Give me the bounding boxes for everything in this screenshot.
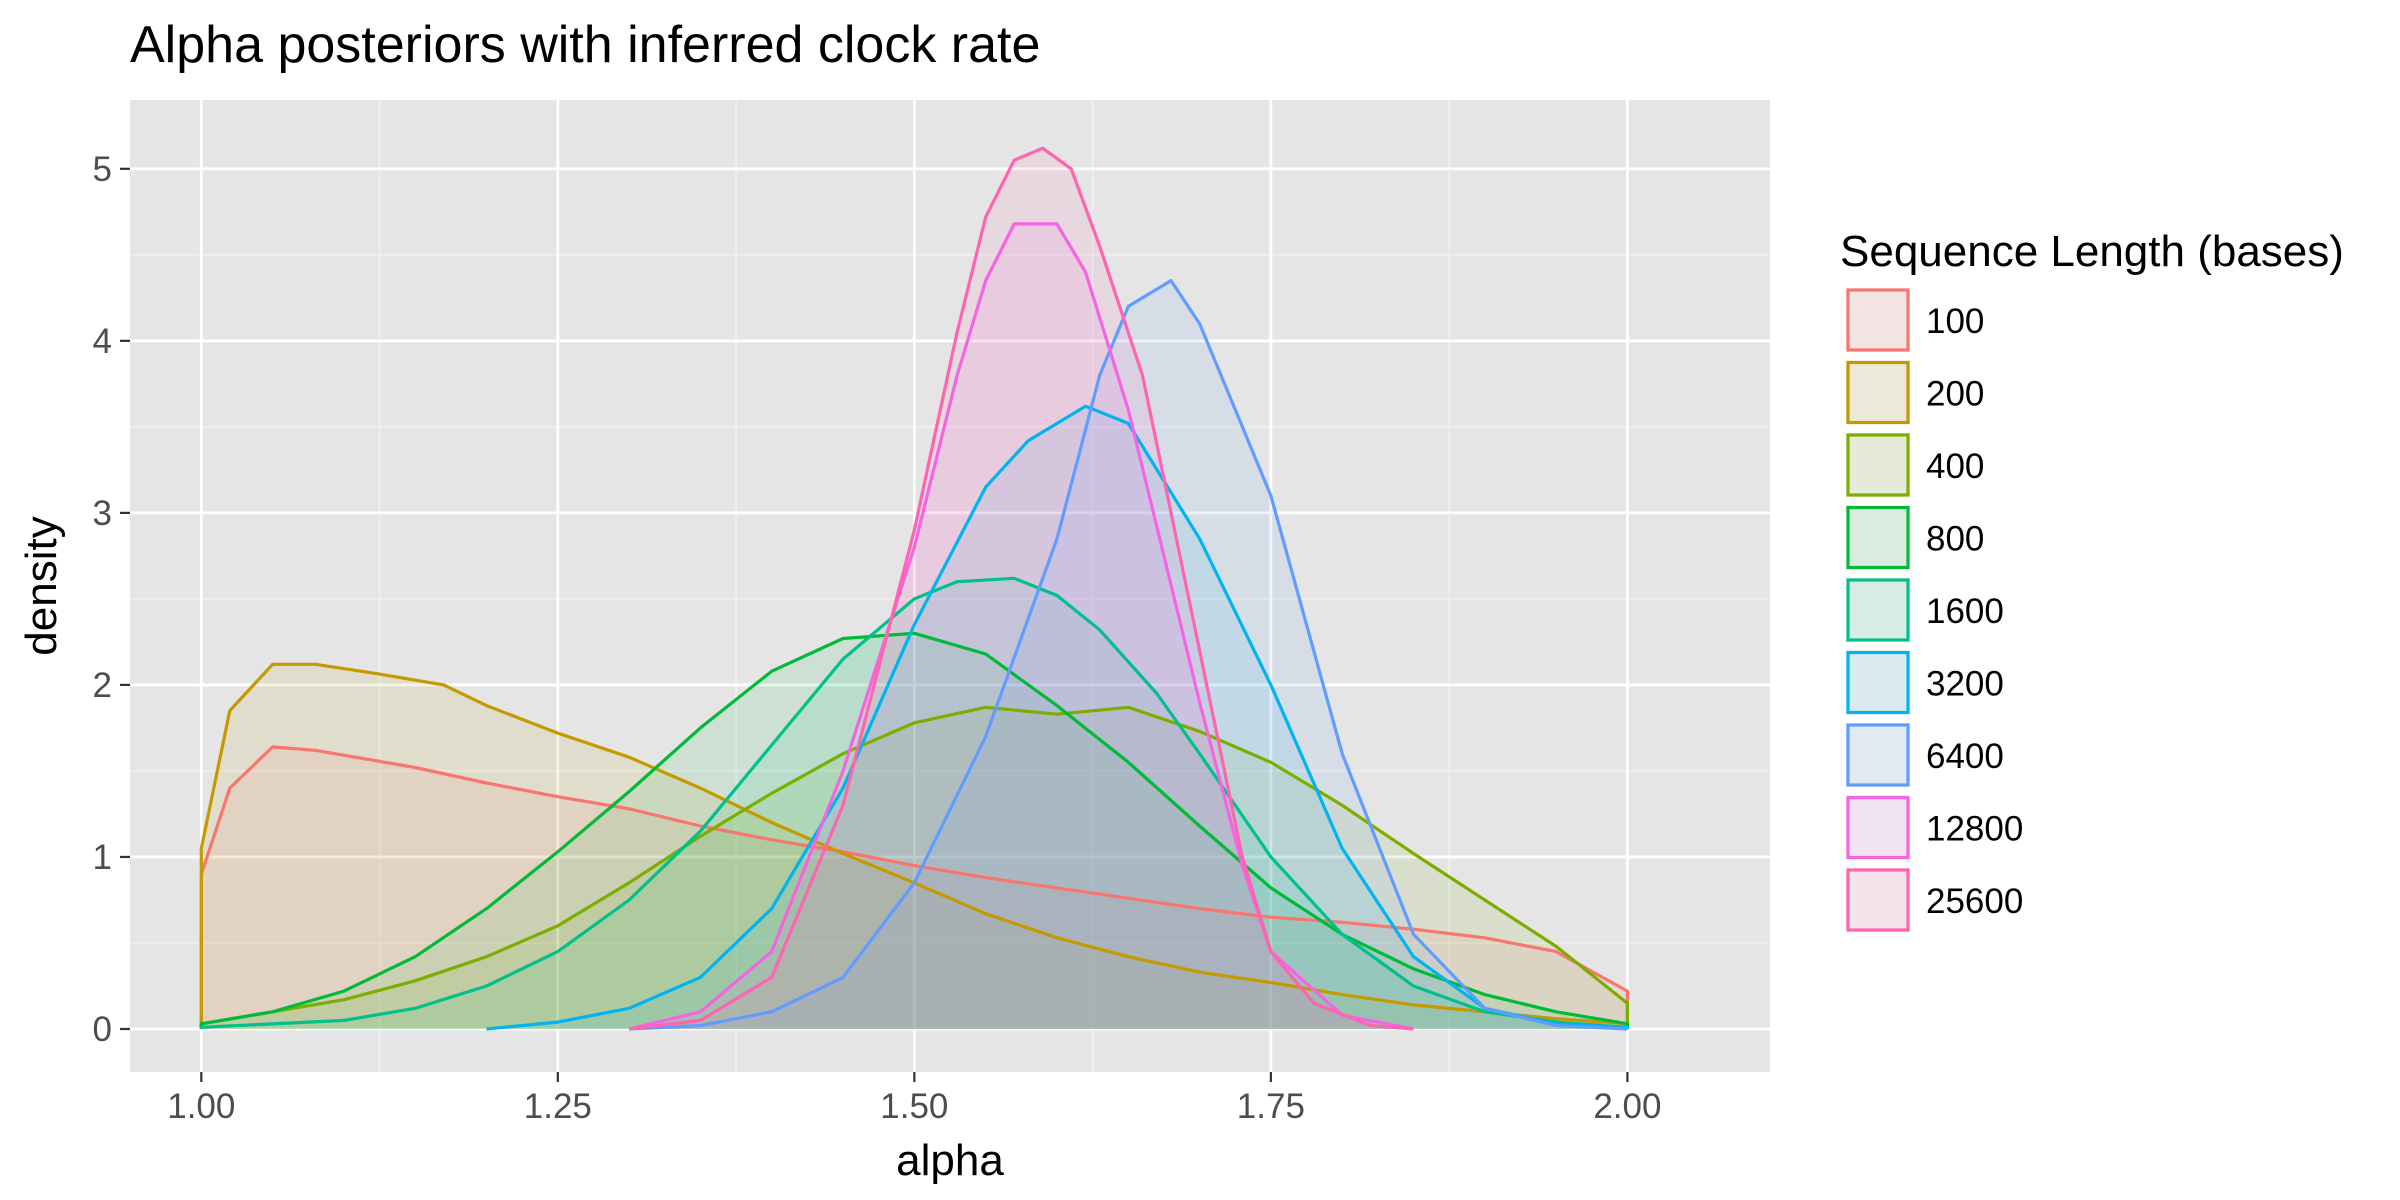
legend-item-3200: 3200 <box>1846 650 2004 715</box>
legend-key-bg <box>1846 360 1910 425</box>
legend-key <box>1846 868 1910 932</box>
legend-key <box>1846 578 1910 642</box>
legend-key-bg <box>1846 578 1910 642</box>
density-areas <box>199 146 1629 1031</box>
legend-key-bg <box>1846 868 1910 932</box>
y-axis: 0 1 2 3 4 5 <box>93 150 130 1049</box>
legend-item-6400: 6400 <box>1846 723 2004 787</box>
x-tick-label: 1.00 <box>167 1087 235 1126</box>
x-axis-title: alpha <box>896 1136 1004 1185</box>
y-tick-label: 0 <box>93 1010 112 1049</box>
density-fill-100 <box>201 746 1628 1029</box>
legend-label: 12800 <box>1926 810 2023 849</box>
y-axis-title: density <box>17 516 66 655</box>
legend-item-12800: 12800 <box>1846 795 2023 860</box>
legend-key <box>1846 723 1910 787</box>
y-tick-label: 3 <box>93 494 112 533</box>
density-line-200 <box>199 662 1629 1029</box>
legend-label: 800 <box>1926 520 1984 559</box>
y-tick-label: 4 <box>93 322 112 361</box>
density-line-800 <box>199 631 1629 1029</box>
density-line-25600 <box>628 146 1414 1031</box>
legend-key-bg <box>1846 795 1910 860</box>
density-line-100 <box>199 745 1629 1029</box>
legend-key-bg <box>1846 288 1910 352</box>
legend-key-bg <box>1846 650 1910 715</box>
density-fill-25600 <box>629 148 1414 1029</box>
legend-title: Sequence Length (bases) <box>1840 227 2344 276</box>
y-tick-label: 1 <box>93 838 112 877</box>
legend-label: 200 <box>1926 375 1984 414</box>
legend-item-400: 400 <box>1846 433 1984 497</box>
x-tick-label: 1.25 <box>524 1087 592 1126</box>
legend-key <box>1846 360 1910 425</box>
legend-label: 100 <box>1926 302 1984 341</box>
legend-label: 1600 <box>1926 592 2004 631</box>
legend-label: 400 <box>1926 447 1984 486</box>
legend-key <box>1846 505 1910 570</box>
density-fill-200 <box>201 664 1628 1029</box>
legend-key-bg <box>1846 723 1910 787</box>
density-line-6400 <box>629 279 1628 1031</box>
legend-item-25600: 25600 <box>1846 868 2023 932</box>
chart-title: Alpha posteriors with inferred clock rat… <box>130 16 1040 74</box>
legend-key <box>1846 650 1910 715</box>
legend-label: 6400 <box>1926 737 2004 776</box>
x-tick-label: 1.75 <box>1237 1087 1305 1126</box>
legend-item-100: 100 <box>1846 288 1984 352</box>
x-axis: 1.00 1.25 1.50 1.75 2.00 <box>167 1072 1661 1126</box>
density-fill-6400 <box>629 280 1628 1030</box>
legend-item-200: 200 <box>1846 360 1984 425</box>
density-line-1600 <box>199 576 1629 1029</box>
legend-key <box>1846 433 1910 497</box>
legend-key <box>1846 795 1910 860</box>
legend-item-800: 800 <box>1846 505 1984 570</box>
legend: Sequence Length (bases) 100 200 400 800 1600… <box>1840 227 2344 932</box>
y-tick-label: 5 <box>93 150 112 189</box>
legend-label: 3200 <box>1926 665 2004 704</box>
density-fill-3200 <box>486 406 1628 1029</box>
y-tick-label: 2 <box>93 666 112 705</box>
density-line-400 <box>199 705 1629 1029</box>
legend-key <box>1846 288 1910 352</box>
legend-label: 25600 <box>1926 882 2023 921</box>
legend-key-bg <box>1846 505 1910 570</box>
x-tick-label: 1.50 <box>880 1087 948 1126</box>
density-fill-800 <box>201 633 1628 1029</box>
density-fill-12800 <box>629 223 1414 1029</box>
legend-item-1600: 1600 <box>1846 578 2004 642</box>
minor-gridlines <box>130 100 1770 1072</box>
x-tick-label: 2.00 <box>1593 1087 1661 1126</box>
legend-key-bg <box>1846 433 1910 497</box>
